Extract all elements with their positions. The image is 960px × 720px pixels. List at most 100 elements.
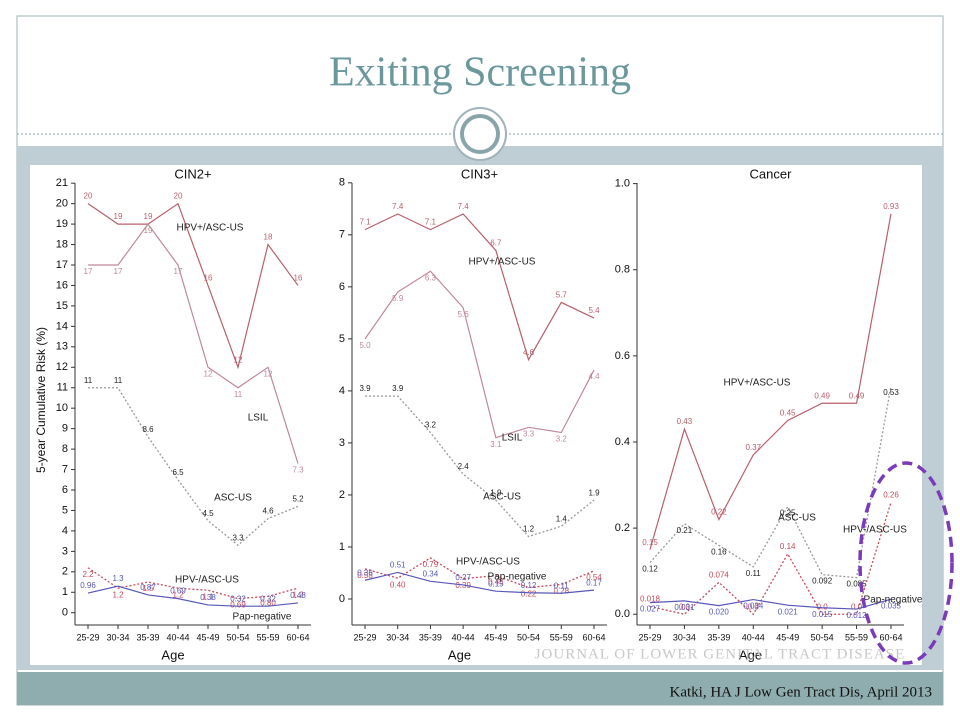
series-name: HPV+/ASC-US xyxy=(469,257,536,268)
y-tick-label: 0.8 xyxy=(615,264,630,276)
value-label: 6.3 xyxy=(425,273,437,282)
value-label: 5.9 xyxy=(392,294,404,303)
value-label: 17 xyxy=(114,267,123,276)
y-tick-label: 9 xyxy=(62,423,68,435)
value-label: 0.0 xyxy=(851,602,863,611)
footer-text: Katki, HA J Low Gen Tract Dis, April 201… xyxy=(670,684,933,700)
x-tick-label: 40-44 xyxy=(166,632,189,642)
value-label: 7.1 xyxy=(359,218,371,227)
value-label: 0.12 xyxy=(521,581,537,590)
x-tick-label: 40-44 xyxy=(742,632,765,642)
chart-title: Cancer xyxy=(750,166,793,181)
y-tick-label: 1.0 xyxy=(615,178,630,190)
series-name: Pap-negative xyxy=(488,572,547,583)
value-label: 0.092 xyxy=(812,577,833,586)
value-label: 12 xyxy=(264,369,273,378)
x-tick-label: 60-64 xyxy=(879,632,902,642)
series-line xyxy=(649,213,892,550)
value-label: 0.49 xyxy=(814,391,830,400)
value-label: 1.9 xyxy=(588,488,600,497)
value-label: 0.43 xyxy=(677,417,693,426)
y-tick-label: 1 xyxy=(62,586,68,598)
value-label: 0.12 xyxy=(642,565,658,574)
series-line xyxy=(364,571,595,594)
y-tick-label: 0.6 xyxy=(615,350,630,362)
value-label: 0.22 xyxy=(521,590,537,599)
y-tick-label: 1 xyxy=(339,541,345,553)
series-name: Pap-negative xyxy=(864,595,923,606)
x-tick-label: 30-34 xyxy=(673,632,696,642)
value-label: 1.2 xyxy=(112,590,124,599)
y-tick-label: 0 xyxy=(62,607,68,619)
value-label: 12 xyxy=(234,355,243,364)
value-label: 5.2 xyxy=(292,494,304,503)
value-label: 0.16 xyxy=(711,547,727,556)
value-label: 0.17 xyxy=(586,578,602,587)
value-label: 1.3 xyxy=(112,574,124,583)
y-tick-label: 8 xyxy=(339,177,345,189)
value-label: 0.034 xyxy=(743,602,764,611)
value-label: 0.93 xyxy=(883,202,899,211)
value-label: 20 xyxy=(84,192,93,201)
y-tick-label: 15 xyxy=(56,300,68,312)
series-name: LSIL xyxy=(502,433,523,444)
series-line xyxy=(365,395,595,538)
x-tick-label: 35-39 xyxy=(707,632,730,642)
series-line xyxy=(649,598,892,610)
y-tick-label: 12 xyxy=(56,361,68,373)
value-label: 4.5 xyxy=(202,509,214,518)
x-tick-label: 50-54 xyxy=(226,632,249,642)
value-label: 0.22 xyxy=(711,508,727,517)
y-tick-label: 13 xyxy=(56,341,68,353)
value-label: 18 xyxy=(264,233,273,242)
value-label: 0.69 xyxy=(230,601,246,610)
y-tick-label: 3 xyxy=(62,545,68,557)
value-label: 8.6 xyxy=(142,425,154,434)
watermark: JOURNAL OF LOWER GENITAL TRACT DISEASE xyxy=(535,646,906,662)
value-label: 0.25 xyxy=(780,509,796,518)
value-label: 1.1 xyxy=(202,592,214,601)
y-tick-label: 0.4 xyxy=(615,436,630,448)
value-label: 0.38 xyxy=(200,593,216,602)
value-label: 0.32 xyxy=(260,594,276,603)
series-name: ASC-US xyxy=(778,513,816,524)
y-tick-label: 0 xyxy=(339,593,345,605)
value-label: 1.4 xyxy=(556,514,568,523)
charts: CIN2+01234567891011121314151617181920212… xyxy=(34,166,923,662)
value-label: 3.9 xyxy=(392,384,404,393)
value-label: 0.015 xyxy=(812,610,833,619)
value-label: 0.45 xyxy=(780,409,796,418)
value-label: 0.87 xyxy=(140,583,156,592)
value-label: 11 xyxy=(234,390,243,399)
value-label: 7.4 xyxy=(458,202,470,211)
y-tick-label: 2 xyxy=(62,566,68,578)
chart-title: CIN3+ xyxy=(461,166,498,181)
value-label: 4.6 xyxy=(262,507,274,516)
value-label: 1.2 xyxy=(292,590,304,599)
value-label: 5.4 xyxy=(588,306,600,315)
y-tick-label: 16 xyxy=(56,279,68,291)
value-label: 0.0 xyxy=(748,602,760,611)
y-tick-label: 17 xyxy=(56,259,68,271)
y-tick-label: 5 xyxy=(62,504,68,516)
value-label: 0.15 xyxy=(642,538,658,547)
value-label: 0.018 xyxy=(640,595,661,604)
series-line xyxy=(364,557,595,589)
x-tick-label: 55-59 xyxy=(256,632,279,642)
series-name: ASC-US xyxy=(214,493,252,504)
value-label: 3.3 xyxy=(232,533,244,542)
value-label: 0.69 xyxy=(170,587,186,596)
y-tick-label: 5 xyxy=(339,333,345,345)
value-label: 0.074 xyxy=(709,570,730,579)
value-label: 5.7 xyxy=(556,291,568,300)
y-tick-label: 3 xyxy=(339,437,345,449)
figure xyxy=(30,165,922,665)
value-label: 0.37 xyxy=(745,443,761,452)
y-tick-label: 11 xyxy=(57,382,68,394)
y-tick-label: 4 xyxy=(62,525,68,537)
series-line xyxy=(364,213,595,362)
x-tick-label: 60-64 xyxy=(582,632,605,642)
series-line xyxy=(87,202,299,370)
series-name: HPV-/ASC-US xyxy=(843,525,907,536)
y-tick-label: 19 xyxy=(56,218,68,230)
